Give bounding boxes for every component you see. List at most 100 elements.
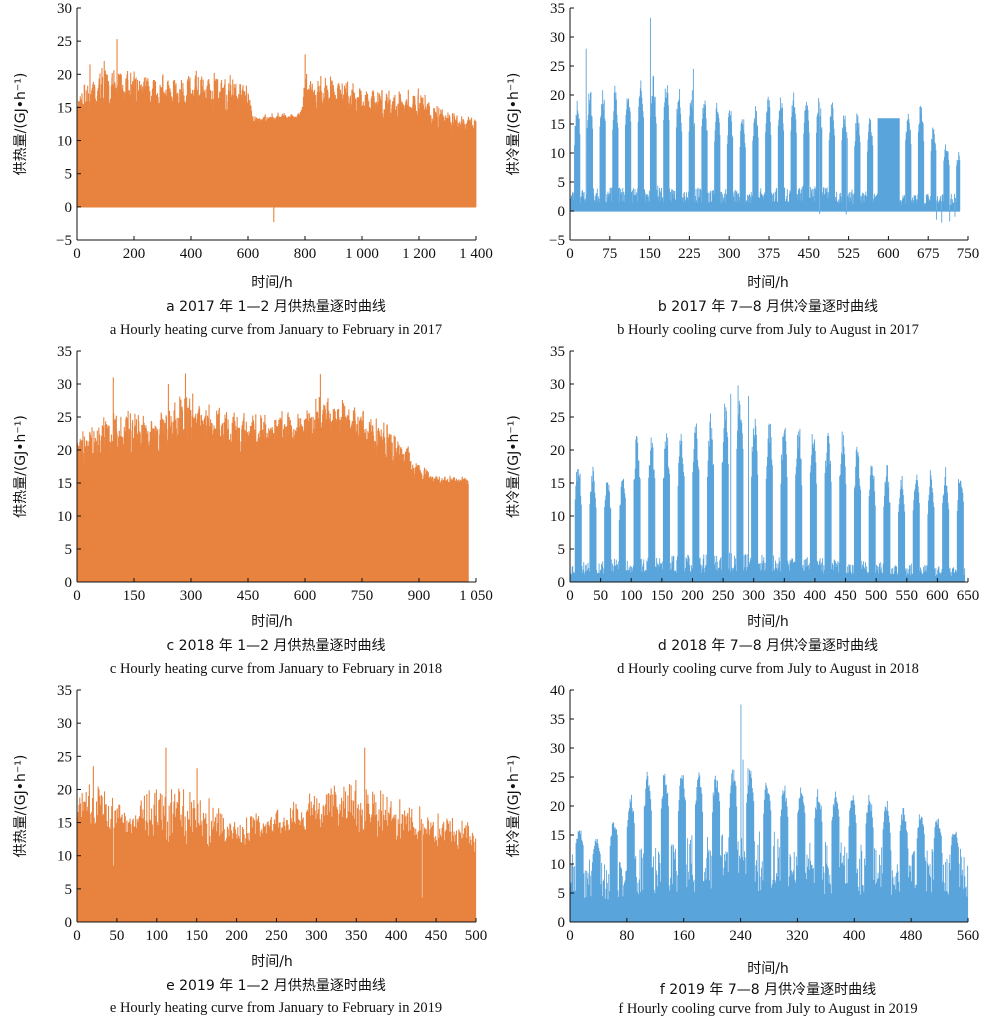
y-tick-label: 5 xyxy=(65,542,73,558)
y-axis-label: 供冷量/(GJ•h⁻¹) xyxy=(506,415,522,518)
x-tick-label: 450 xyxy=(834,588,857,604)
y-tick-label: 30 xyxy=(550,377,565,393)
x-tick-label: 80 xyxy=(619,928,634,944)
y-tick-label: 25 xyxy=(57,34,72,50)
x-tick-label: 450 xyxy=(425,928,448,944)
x-tick-label: 675 xyxy=(917,246,940,262)
x-axis-label: 时间/h xyxy=(747,961,789,977)
y-tick-label: −5 xyxy=(549,233,565,249)
x-tick-label: 750 xyxy=(351,588,374,604)
series-bars xyxy=(76,747,477,922)
x-tick-label: 320 xyxy=(786,928,809,944)
y-tick-label: 15 xyxy=(550,476,565,492)
x-tick-label: 550 xyxy=(896,588,919,604)
y-tick-label: 5 xyxy=(65,882,73,898)
caption-chinese: d 2018 年 7—8 月供冷量逐时曲线 xyxy=(658,638,878,654)
x-tick-label: 300 xyxy=(180,588,203,604)
y-tick-label: 10 xyxy=(57,849,72,865)
x-tick-label: 250 xyxy=(265,928,288,944)
y-tick-label: 25 xyxy=(550,59,565,75)
x-tick-label: 1 050 xyxy=(459,588,493,604)
y-tick-label: 25 xyxy=(550,770,565,786)
caption-chinese: b 2017 年 7—8 月供冷量逐时曲线 xyxy=(658,299,878,315)
x-tick-label: 225 xyxy=(678,246,701,262)
caption-chinese: a 2017 年 1—2 月供热量逐时曲线 xyxy=(166,299,386,315)
y-tick-label: 0 xyxy=(65,915,73,931)
x-tick-label: 50 xyxy=(109,928,124,944)
x-axis-label: 时间/h xyxy=(747,614,789,630)
y-tick-label: 15 xyxy=(57,100,72,116)
y-tick-label: 30 xyxy=(550,741,565,757)
x-tick-label: 600 xyxy=(237,246,260,262)
y-axis-label: 供热量/(GJ•h⁻¹) xyxy=(13,73,29,176)
y-tick-label: 30 xyxy=(550,30,565,46)
series-bars xyxy=(76,373,469,582)
x-tick-label: 350 xyxy=(345,928,368,944)
y-axis-label: 供热量/(GJ•h⁻¹) xyxy=(13,755,29,858)
x-tick-label: 1 400 xyxy=(459,246,493,262)
x-axis-label: 时间/h xyxy=(747,275,789,291)
y-tick-label: 20 xyxy=(57,782,72,798)
y-tick-label: 15 xyxy=(550,828,565,844)
x-tick-label: 100 xyxy=(146,928,169,944)
x-tick-label: 560 xyxy=(957,928,980,944)
y-tick-label: 10 xyxy=(550,857,565,873)
x-axis-label: 时间/h xyxy=(251,275,293,291)
y-tick-label: 20 xyxy=(550,799,565,815)
y-tick-label: 15 xyxy=(57,816,72,832)
y-tick-label: 0 xyxy=(558,915,566,931)
y-tick-label: 15 xyxy=(57,476,72,492)
y-axis-label: 供冷量/(GJ•h⁻¹) xyxy=(506,755,522,858)
x-tick-label: 150 xyxy=(185,928,208,944)
y-tick-label: 0 xyxy=(558,575,566,591)
x-tick-label: 600 xyxy=(294,588,317,604)
y-tick-label: 20 xyxy=(550,88,565,104)
y-tick-label: 35 xyxy=(550,1,565,17)
x-tick-label: 500 xyxy=(465,928,488,944)
y-tick-label: 20 xyxy=(57,443,72,459)
x-axis-label: 时间/h xyxy=(251,954,293,970)
x-tick-label: 0 xyxy=(73,928,81,944)
x-tick-label: 250 xyxy=(712,588,735,604)
x-tick-label: 300 xyxy=(305,928,328,944)
y-tick-label: 10 xyxy=(550,509,565,525)
y-tick-label: 5 xyxy=(65,167,73,183)
caption-chinese: f 2019 年 7—8 月供冷量逐时曲线 xyxy=(660,982,876,998)
caption-english: d Hourly cooling curve from July to Augu… xyxy=(617,661,919,677)
series-bars xyxy=(76,39,477,223)
y-tick-label: 10 xyxy=(57,134,72,150)
x-tick-label: 0 xyxy=(566,588,574,604)
x-tick-label: 75 xyxy=(602,246,617,262)
y-tick-label: 35 xyxy=(550,344,565,360)
x-tick-label: 750 xyxy=(957,246,980,262)
y-tick-label: 30 xyxy=(57,377,72,393)
x-tick-label: 480 xyxy=(900,928,923,944)
x-tick-label: 450 xyxy=(237,588,260,604)
y-tick-label: 40 xyxy=(550,683,565,699)
x-tick-label: 400 xyxy=(804,588,827,604)
x-tick-label: 900 xyxy=(408,588,431,604)
caption-english: b Hourly cooling curve from July to Augu… xyxy=(617,322,919,338)
y-axis-label: 供热量/(GJ•h⁻¹) xyxy=(13,415,29,518)
y-tick-label: 0 xyxy=(65,575,73,591)
x-tick-label: 375 xyxy=(758,246,781,262)
x-tick-label: 0 xyxy=(566,246,574,262)
x-tick-label: 600 xyxy=(926,588,949,604)
caption-english: c Hourly heating curve from January to F… xyxy=(110,661,442,677)
y-tick-label: 15 xyxy=(550,117,565,133)
x-tick-label: 200 xyxy=(123,246,146,262)
x-tick-label: 1 000 xyxy=(345,246,379,262)
x-tick-label: 0 xyxy=(73,588,81,604)
y-tick-label: 30 xyxy=(57,1,72,17)
y-tick-label: 5 xyxy=(558,175,566,191)
x-tick-label: 200 xyxy=(225,928,248,944)
y-axis-label: 供冷量/(GJ•h⁻¹) xyxy=(506,73,522,176)
y-tick-label: 25 xyxy=(57,749,72,765)
caption-chinese: e 2019 年 1—2 月供热量逐时曲线 xyxy=(166,978,386,994)
panel-c: 0 5 10 15 20 25 30 35 0 150 300 450 600 750 900 1 050 时间… xyxy=(13,344,493,677)
caption-english: e Hourly heating curve from January to F… xyxy=(110,1000,442,1016)
x-tick-label: 1 200 xyxy=(402,246,436,262)
